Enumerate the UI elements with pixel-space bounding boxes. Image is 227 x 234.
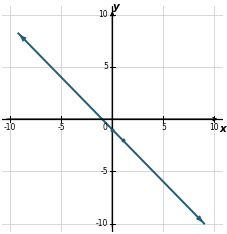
Text: y: y (113, 2, 119, 12)
Text: 0: 0 (102, 123, 107, 132)
Text: 10: 10 (98, 10, 108, 19)
Text: 5: 5 (103, 62, 108, 71)
Text: -10: -10 (4, 123, 16, 132)
Text: -5: -5 (100, 167, 108, 176)
Text: -10: -10 (95, 219, 108, 228)
Text: -5: -5 (57, 123, 65, 132)
Text: 5: 5 (160, 123, 165, 132)
Text: x: x (218, 124, 225, 134)
Text: 10: 10 (209, 123, 218, 132)
